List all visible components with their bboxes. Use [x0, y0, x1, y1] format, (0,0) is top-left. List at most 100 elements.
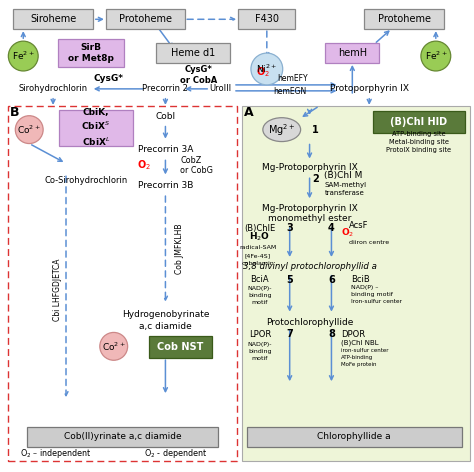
Text: transferase: transferase	[325, 190, 364, 196]
Text: NAD(P) –: NAD(P) –	[351, 285, 379, 290]
Text: binding motif: binding motif	[351, 292, 393, 297]
Text: CysG*
or CobA: CysG* or CobA	[180, 65, 217, 84]
Circle shape	[251, 53, 283, 85]
Text: hemEGN: hemEGN	[273, 87, 306, 96]
Text: binding: binding	[248, 293, 272, 298]
FancyBboxPatch shape	[58, 39, 124, 67]
Text: Cbi LHFGDJETCA: Cbi LHFGDJETCA	[53, 259, 62, 321]
Text: A: A	[244, 106, 254, 119]
Text: Co$^{2+}$: Co$^{2+}$	[18, 124, 41, 136]
Text: Protoporphyrin IX: Protoporphyrin IX	[330, 84, 409, 93]
Text: BciA: BciA	[251, 275, 269, 284]
Text: Chlorophyllide a: Chlorophyllide a	[318, 432, 391, 441]
Circle shape	[15, 116, 43, 143]
Text: MoFe protein: MoFe protein	[341, 362, 377, 367]
Text: O$_2$ – independent: O$_2$ – independent	[20, 447, 92, 460]
Text: Co$^{2+}$: Co$^{2+}$	[102, 340, 126, 353]
Text: ProtoIX binding site: ProtoIX binding site	[386, 146, 452, 152]
Ellipse shape	[263, 118, 301, 142]
Text: hemEFY: hemEFY	[277, 75, 308, 84]
Text: ATP-binding: ATP-binding	[341, 355, 374, 360]
Text: SAM-methyl: SAM-methyl	[325, 182, 366, 188]
Text: Heme d1: Heme d1	[171, 48, 215, 58]
FancyBboxPatch shape	[13, 9, 93, 29]
Text: H$_2$O: H$_2$O	[249, 231, 271, 243]
Text: Precorrin 2: Precorrin 2	[143, 84, 188, 93]
Text: Fe$^{2+}$: Fe$^{2+}$	[12, 50, 35, 62]
Text: radical-SAM: radical-SAM	[239, 245, 276, 251]
Text: 4: 4	[328, 223, 335, 233]
Text: Cob NST: Cob NST	[157, 342, 203, 352]
Text: binding: binding	[248, 349, 272, 354]
Text: SirB
or Met8p: SirB or Met8p	[68, 43, 114, 63]
Text: motif: motif	[252, 300, 268, 305]
Text: hemH: hemH	[338, 48, 367, 58]
Text: 7: 7	[286, 329, 293, 339]
Text: Cob JMFKLHB: Cob JMFKLHB	[175, 224, 184, 274]
Text: [4Fe-4S]: [4Fe-4S]	[245, 253, 271, 258]
Text: O$_2$: O$_2$	[256, 65, 270, 79]
Text: LPOR: LPOR	[249, 330, 271, 339]
FancyBboxPatch shape	[247, 427, 462, 447]
Text: O$_2$ - dependent: O$_2$ - dependent	[144, 447, 207, 460]
Text: 2: 2	[312, 174, 319, 185]
Text: Mg-Protoporphyrin IX: Mg-Protoporphyrin IX	[262, 163, 357, 172]
Text: Fe$^{2+}$: Fe$^{2+}$	[425, 50, 447, 62]
Text: AcsF: AcsF	[349, 220, 369, 229]
Text: Protoheme: Protoheme	[377, 14, 430, 24]
Text: CobZ
or CobG: CobZ or CobG	[180, 156, 213, 175]
Text: a,c diamide: a,c diamide	[139, 322, 192, 331]
Text: Protochlorophyllide: Protochlorophyllide	[266, 318, 353, 327]
Text: 3: 3	[286, 223, 293, 233]
Text: Cob(II)yrinate a,c diamide: Cob(II)yrinate a,c diamide	[64, 432, 182, 441]
Text: Mg$^{2+}$: Mg$^{2+}$	[268, 122, 295, 137]
Text: Precorrin 3A: Precorrin 3A	[138, 145, 193, 154]
Text: Protoheme: Protoheme	[119, 14, 172, 24]
Text: Precorrin 3B: Precorrin 3B	[138, 181, 193, 190]
FancyBboxPatch shape	[106, 9, 185, 29]
FancyBboxPatch shape	[242, 106, 470, 461]
Text: B: B	[9, 106, 19, 119]
FancyBboxPatch shape	[156, 43, 230, 63]
Text: Sirohydrochlorin: Sirohydrochlorin	[18, 84, 88, 93]
Text: cobalamin: cobalamin	[241, 261, 274, 266]
Text: 3,8 divinyl protochlorophyllid a: 3,8 divinyl protochlorophyllid a	[243, 262, 376, 271]
Text: diiron centre: diiron centre	[349, 240, 390, 245]
Text: 5: 5	[286, 275, 293, 285]
Text: (B)Chl HID: (B)Chl HID	[391, 117, 447, 126]
Text: CobI: CobI	[155, 112, 175, 121]
FancyBboxPatch shape	[27, 427, 218, 447]
Text: iron-sulfur center: iron-sulfur center	[341, 348, 389, 353]
Text: O$_2$: O$_2$	[341, 227, 355, 239]
Text: Ni$^{2+}$: Ni$^{2+}$	[256, 63, 277, 75]
Text: motif: motif	[252, 356, 268, 361]
FancyBboxPatch shape	[373, 111, 465, 133]
Text: (B)Chl M: (B)Chl M	[325, 171, 363, 180]
Text: monomethyl ester: monomethyl ester	[268, 214, 351, 223]
FancyBboxPatch shape	[59, 110, 133, 145]
Text: (B)Chl NBL: (B)Chl NBL	[341, 339, 379, 346]
Text: CbiK,
CbiX$^S$
CbiX$^L$: CbiK, CbiX$^S$ CbiX$^L$	[82, 108, 110, 148]
Text: DPOR: DPOR	[341, 330, 365, 339]
Text: ATP-binding site: ATP-binding site	[392, 131, 446, 136]
Text: Metal-binding site: Metal-binding site	[389, 139, 449, 144]
Circle shape	[100, 332, 128, 360]
Text: Co-Sirohydrochlorin: Co-Sirohydrochlorin	[44, 176, 128, 185]
Text: CysG*: CysG*	[94, 75, 124, 84]
FancyBboxPatch shape	[326, 43, 379, 63]
FancyBboxPatch shape	[364, 9, 444, 29]
Text: NAD(P)-: NAD(P)-	[247, 342, 272, 347]
Text: 1: 1	[312, 125, 319, 135]
Circle shape	[9, 41, 38, 71]
Text: 6: 6	[328, 275, 335, 285]
Text: NAD(P)-: NAD(P)-	[247, 286, 272, 291]
Text: Hydrogenobyrinate: Hydrogenobyrinate	[122, 310, 209, 319]
Text: (B)ChlE: (B)ChlE	[244, 224, 275, 233]
Text: UroIII: UroIII	[209, 84, 231, 93]
FancyBboxPatch shape	[238, 9, 295, 29]
Text: 8: 8	[328, 329, 335, 339]
Text: BciB: BciB	[351, 275, 370, 284]
Text: Iron-sulfur center: Iron-sulfur center	[351, 299, 402, 304]
Text: Siroheme: Siroheme	[30, 14, 76, 24]
Text: O$_2$: O$_2$	[137, 159, 151, 172]
